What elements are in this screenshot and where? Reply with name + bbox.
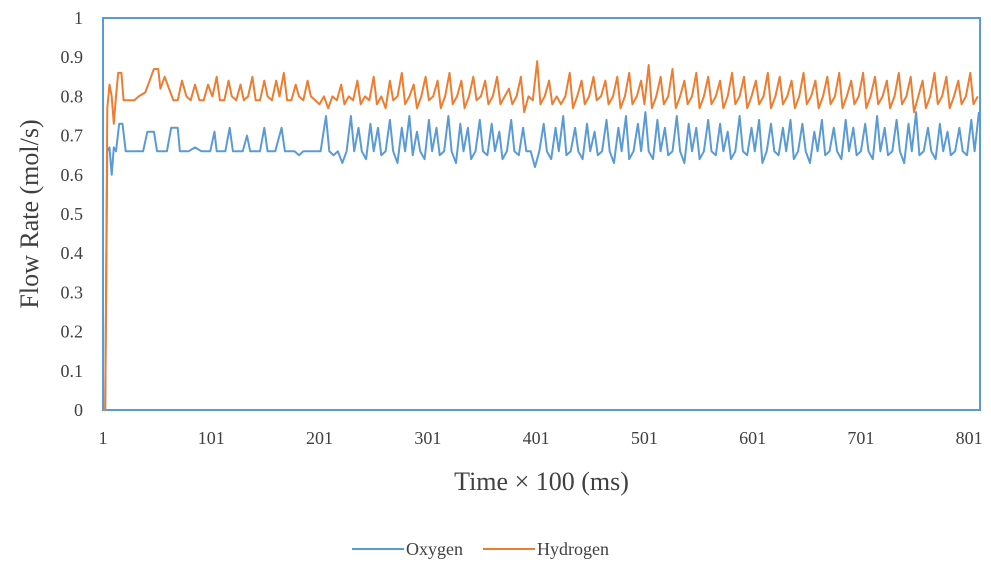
y-tick-label: 0.4 [61,243,84,263]
y-tick-label: 0.9 [61,47,84,67]
x-tick-label: 101 [198,428,225,448]
y-axis-ticks: 0 0.1 0.2 0.3 0.4 0.5 0.6 0.7 0.8 0.9 1 [61,8,84,420]
x-axis-ticks: 1 101 201 301 401 501 601 701 801 [99,428,983,448]
series-line-oxygen [103,111,980,411]
x-tick-label: 201 [306,428,333,448]
x-axis-title: Time × 100 (ms) [454,467,629,496]
y-tick-label: 0.5 [61,204,84,224]
y-tick-label: 0.1 [61,361,84,381]
legend-label-hydrogen: Hydrogen [537,539,609,559]
x-tick-label: 401 [523,428,550,448]
y-tick-label: 0.2 [61,322,84,342]
x-tick-label: 801 [956,428,983,448]
y-tick-label: 0.6 [61,165,84,185]
plot-area-border [102,17,981,411]
y-axis-title: Flow Rate (mol/s) [15,119,44,308]
series-line-hydrogen [103,60,979,411]
x-tick-label: 301 [414,428,441,448]
series-lines [103,60,980,411]
x-tick-label: 701 [847,428,874,448]
x-tick-label: 1 [99,428,108,448]
y-tick-label: 0 [74,400,83,420]
legend: Oxygen Hydrogen [352,539,609,559]
legend-label-oxygen: Oxygen [406,539,463,559]
x-tick-label: 501 [631,428,658,448]
y-tick-label: 0.3 [61,282,84,302]
y-tick-label: 1 [74,8,83,28]
x-tick-label: 601 [739,428,766,448]
y-tick-label: 0.8 [61,86,84,106]
y-tick-label: 0.7 [61,126,84,146]
